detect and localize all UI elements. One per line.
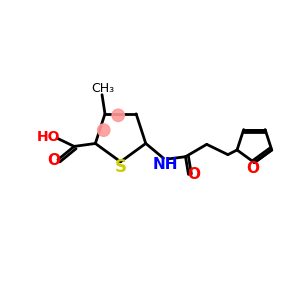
Text: HO: HO — [37, 130, 61, 144]
Circle shape — [98, 124, 110, 136]
Text: S: S — [115, 158, 127, 176]
Text: O: O — [187, 167, 200, 182]
Text: CH₃: CH₃ — [91, 82, 114, 95]
Text: O: O — [47, 153, 60, 168]
Text: O: O — [246, 161, 260, 176]
Text: NH: NH — [153, 157, 178, 172]
Circle shape — [112, 109, 124, 122]
